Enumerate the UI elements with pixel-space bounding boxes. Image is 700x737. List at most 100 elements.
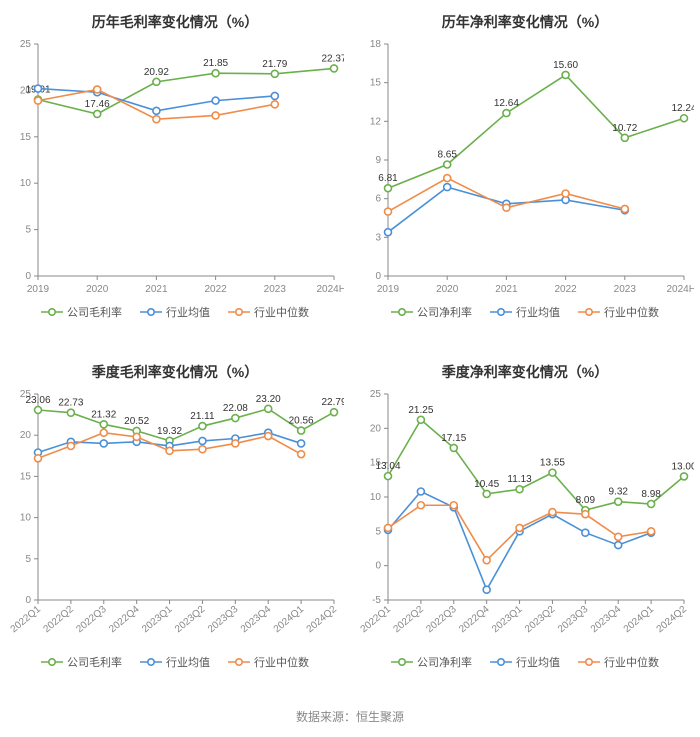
svg-text:2023Q4: 2023Q4: [589, 604, 624, 636]
svg-text:2023: 2023: [614, 284, 637, 295]
svg-text:6: 6: [375, 194, 381, 205]
svg-text:2023Q2: 2023Q2: [173, 604, 208, 636]
legend-label: 行业均值: [166, 304, 210, 320]
svg-text:2022Q3: 2022Q3: [74, 604, 109, 636]
svg-text:2022: 2022: [204, 284, 227, 295]
legend-item: 公司毛利率: [41, 304, 122, 320]
svg-text:15.60: 15.60: [553, 60, 578, 71]
svg-text:25: 25: [370, 389, 382, 400]
svg-text:22.08: 22.08: [223, 403, 248, 414]
chart-legend: 公司毛利率行业均值行业中位数: [6, 304, 344, 320]
svg-text:0: 0: [25, 271, 31, 282]
svg-text:9: 9: [375, 155, 381, 166]
panel-quarter-net: 季度净利率变化情况（%） -505101520252022Q12022Q2202…: [350, 350, 700, 700]
svg-text:2022Q1: 2022Q1: [9, 604, 44, 636]
chart-title: 历年净利率变化情况（%）: [356, 12, 694, 32]
data-source-footer: 数据来源：恒生聚源: [0, 700, 700, 737]
svg-text:2023: 2023: [264, 284, 287, 295]
svg-text:25: 25: [20, 39, 32, 50]
legend-swatch-icon: [140, 657, 162, 667]
svg-text:15: 15: [20, 132, 32, 143]
svg-text:9.32: 9.32: [608, 487, 628, 498]
svg-text:2023Q2: 2023Q2: [523, 604, 558, 636]
legend-label: 公司净利率: [417, 304, 472, 320]
legend-swatch-icon: [578, 307, 600, 317]
svg-text:2023Q3: 2023Q3: [206, 604, 241, 636]
svg-text:20.56: 20.56: [289, 416, 314, 427]
legend-item: 行业均值: [140, 654, 210, 670]
svg-text:21.25: 21.25: [408, 405, 433, 416]
legend-swatch-icon: [228, 657, 250, 667]
panel-quarter-gross: 季度毛利率变化情况（%） 05101520252022Q12022Q22022Q…: [0, 350, 350, 700]
svg-text:2024Q1: 2024Q1: [272, 604, 307, 636]
chart-title: 季度净利率变化情况（%）: [356, 362, 694, 382]
svg-text:8.09: 8.09: [576, 495, 596, 506]
svg-text:2022Q4: 2022Q4: [107, 604, 142, 636]
svg-text:2024H1: 2024H1: [316, 284, 344, 295]
svg-text:2023Q1: 2023Q1: [140, 604, 175, 636]
legend-label: 公司毛利率: [67, 304, 122, 320]
svg-text:5: 5: [25, 554, 31, 565]
svg-text:10: 10: [20, 178, 32, 189]
svg-text:0: 0: [375, 561, 381, 572]
svg-text:13.00: 13.00: [671, 461, 694, 472]
legend-item: 行业均值: [490, 654, 560, 670]
legend-swatch-icon: [391, 307, 413, 317]
chart-title: 历年毛利率变化情况（%）: [6, 12, 344, 32]
svg-text:21.85: 21.85: [203, 58, 228, 69]
svg-text:0: 0: [375, 271, 381, 282]
legend-label: 公司净利率: [417, 654, 472, 670]
svg-text:10.72: 10.72: [612, 123, 637, 134]
legend-label: 行业中位数: [604, 304, 659, 320]
svg-text:10: 10: [370, 492, 382, 503]
svg-text:6.81: 6.81: [378, 173, 398, 184]
legend-label: 行业均值: [516, 654, 560, 670]
svg-text:15: 15: [20, 471, 32, 482]
svg-text:23.06: 23.06: [25, 395, 50, 406]
svg-text:23.20: 23.20: [256, 394, 281, 405]
svg-text:2024Q2: 2024Q2: [305, 604, 340, 636]
legend-swatch-icon: [490, 307, 512, 317]
svg-text:21.32: 21.32: [91, 409, 116, 420]
legend-label: 行业中位数: [254, 654, 309, 670]
svg-text:2021: 2021: [145, 284, 168, 295]
svg-text:2022Q4: 2022Q4: [457, 604, 492, 636]
legend-label: 行业均值: [516, 304, 560, 320]
svg-text:2022Q2: 2022Q2: [41, 604, 76, 636]
svg-text:17.15: 17.15: [441, 433, 466, 444]
legend-swatch-icon: [490, 657, 512, 667]
svg-text:2022Q2: 2022Q2: [391, 604, 426, 636]
svg-text:5: 5: [375, 526, 381, 537]
legend-label: 行业中位数: [604, 654, 659, 670]
svg-text:2019: 2019: [377, 284, 400, 295]
svg-text:8.98: 8.98: [641, 489, 661, 500]
legend-item: 行业中位数: [578, 304, 659, 320]
svg-text:2024Q1: 2024Q1: [622, 604, 657, 636]
svg-text:22.37: 22.37: [321, 53, 344, 64]
chart-legend: 公司净利率 行业均值 行业中位数: [356, 304, 694, 320]
legend-item: 公司净利率: [391, 304, 472, 320]
svg-text:2020: 2020: [86, 284, 109, 295]
svg-text:21.11: 21.11: [190, 411, 215, 422]
svg-text:13.55: 13.55: [540, 458, 565, 469]
svg-text:19.32: 19.32: [157, 426, 182, 437]
svg-text:2021: 2021: [495, 284, 518, 295]
svg-text:11.13: 11.13: [507, 474, 532, 485]
svg-text:20.52: 20.52: [124, 416, 149, 427]
legend-swatch-icon: [578, 657, 600, 667]
chart-plot: -505101520252022Q12022Q22022Q32022Q42023…: [356, 388, 694, 648]
svg-text:12: 12: [370, 116, 382, 127]
svg-text:2022Q3: 2022Q3: [424, 604, 459, 636]
chart-plot: 0510152025201920202021202220232024H119.0…: [6, 38, 344, 298]
legend-label: 行业均值: [166, 654, 210, 670]
chart-plot: 05101520252022Q12022Q22022Q32022Q42023Q1…: [6, 388, 344, 648]
svg-text:20: 20: [370, 423, 382, 434]
legend-item: 公司净利率: [391, 654, 472, 670]
svg-text:8.65: 8.65: [437, 150, 457, 161]
svg-text:2023Q1: 2023Q1: [490, 604, 525, 636]
svg-text:2022: 2022: [554, 284, 577, 295]
legend-swatch-icon: [41, 307, 63, 317]
svg-text:10.45: 10.45: [474, 479, 499, 490]
legend-item: 行业中位数: [228, 654, 309, 670]
chart-grid: 历年毛利率变化情况（%） 0 5 10 15 20 25 2019 2020 2021 2022 2…: [0, 0, 700, 700]
